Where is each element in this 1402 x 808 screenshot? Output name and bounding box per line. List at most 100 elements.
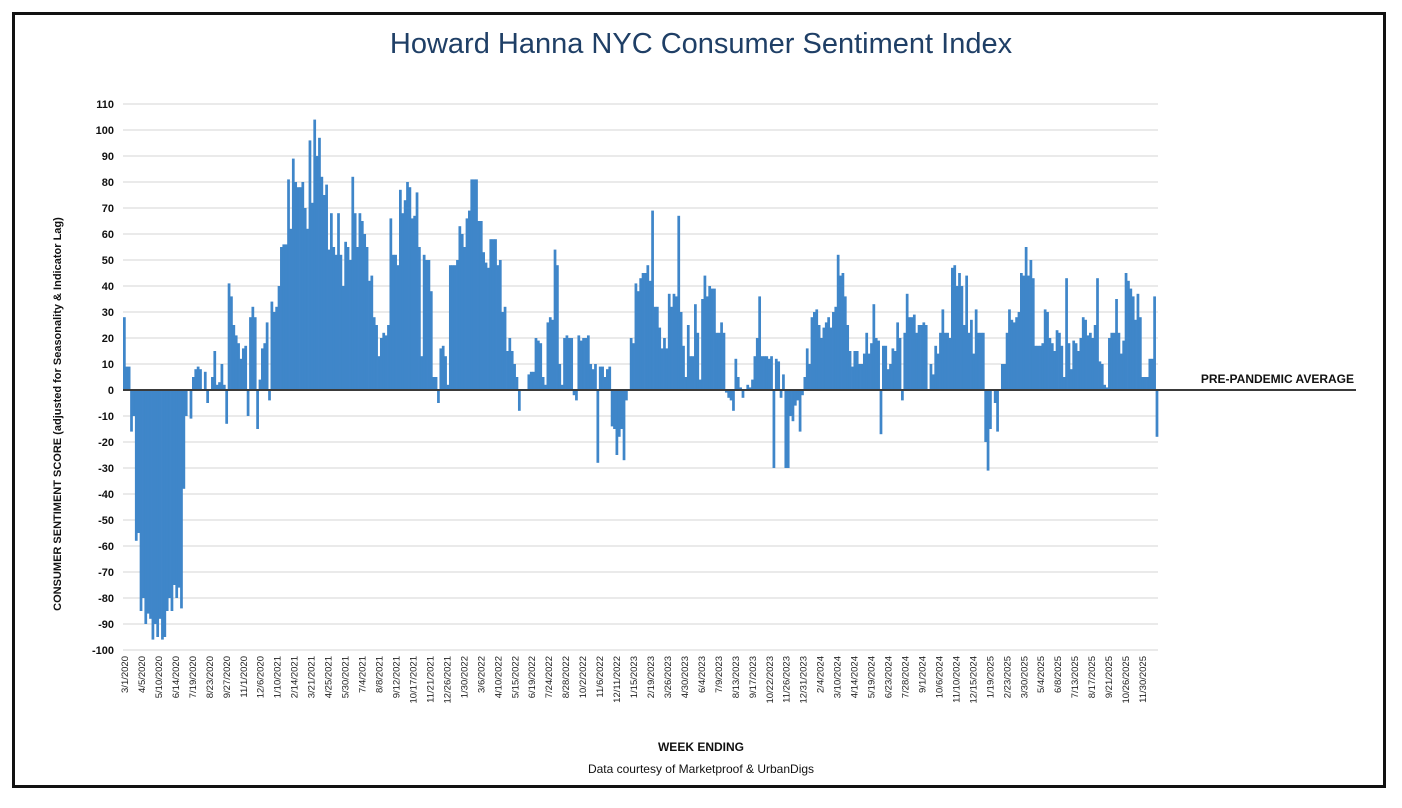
bar bbox=[667, 293, 671, 390]
bar bbox=[1072, 340, 1076, 390]
bar bbox=[153, 390, 157, 624]
bar bbox=[313, 119, 317, 390]
y-tick-label: 40 bbox=[102, 281, 114, 293]
bar bbox=[1134, 319, 1137, 390]
bar bbox=[970, 319, 973, 390]
bar bbox=[805, 348, 809, 390]
bar bbox=[817, 325, 821, 390]
bar bbox=[967, 332, 971, 390]
bar bbox=[506, 351, 509, 390]
x-tick-label: 5/15/2022 bbox=[510, 656, 521, 698]
bar bbox=[215, 384, 219, 390]
bar bbox=[306, 228, 309, 390]
bar bbox=[239, 358, 243, 390]
bar bbox=[170, 390, 174, 611]
x-tick-label: 8/28/2022 bbox=[561, 656, 572, 698]
bar bbox=[249, 317, 252, 390]
bar bbox=[1029, 260, 1033, 390]
bar bbox=[570, 338, 574, 390]
x-tick-label: 1/30/2022 bbox=[459, 656, 470, 698]
bar bbox=[1058, 332, 1061, 390]
bar bbox=[441, 345, 445, 390]
bar bbox=[767, 358, 771, 390]
bar bbox=[434, 377, 438, 390]
bar bbox=[194, 369, 198, 390]
bar bbox=[384, 335, 388, 390]
bar bbox=[874, 338, 878, 390]
bar bbox=[339, 254, 343, 390]
bar bbox=[287, 179, 290, 390]
bar bbox=[710, 288, 714, 390]
bar bbox=[860, 364, 864, 390]
bar bbox=[713, 288, 716, 390]
bar bbox=[265, 322, 269, 390]
bar bbox=[1091, 338, 1095, 390]
bar bbox=[965, 275, 969, 390]
x-tick-label: 8/23/2020 bbox=[205, 656, 216, 698]
bar bbox=[132, 390, 136, 416]
bar bbox=[163, 390, 167, 637]
bar bbox=[796, 390, 800, 401]
bar bbox=[575, 390, 578, 401]
bar bbox=[268, 390, 271, 401]
bar bbox=[658, 327, 662, 390]
bar bbox=[855, 351, 859, 390]
bar bbox=[760, 356, 764, 390]
bar bbox=[322, 195, 326, 390]
bar bbox=[1119, 353, 1123, 390]
bar bbox=[1110, 332, 1114, 390]
bar bbox=[615, 390, 619, 455]
x-tick-label: 10/17/2021 bbox=[408, 656, 419, 704]
bar bbox=[437, 390, 440, 403]
bar bbox=[270, 301, 274, 390]
bar bbox=[786, 390, 790, 468]
x-tick-label: 1/19/2025 bbox=[985, 656, 996, 698]
bar bbox=[701, 299, 704, 390]
bar bbox=[325, 184, 328, 390]
bar bbox=[284, 244, 288, 390]
bar bbox=[396, 265, 400, 390]
bar bbox=[301, 182, 305, 390]
bar bbox=[960, 286, 964, 390]
bar bbox=[622, 390, 626, 461]
bar bbox=[912, 314, 916, 390]
bar bbox=[299, 187, 302, 390]
bar bbox=[748, 387, 752, 390]
bar bbox=[886, 369, 890, 390]
bar bbox=[227, 283, 231, 390]
bar bbox=[989, 390, 992, 429]
x-tick-label: 8/8/2021 bbox=[375, 656, 386, 693]
bar bbox=[1122, 340, 1126, 390]
bar bbox=[289, 228, 293, 390]
bar bbox=[399, 189, 402, 390]
bar bbox=[315, 156, 319, 390]
bar bbox=[934, 345, 938, 390]
bar bbox=[977, 332, 980, 390]
bar bbox=[791, 390, 795, 422]
bar bbox=[686, 325, 690, 390]
x-tick-label: 11/1/2020 bbox=[239, 656, 250, 698]
bar bbox=[192, 377, 195, 390]
bar bbox=[732, 390, 735, 411]
bar bbox=[403, 200, 407, 390]
bar bbox=[327, 249, 331, 390]
bar bbox=[534, 338, 538, 390]
bar bbox=[360, 221, 364, 390]
y-tick-label: -20 bbox=[98, 437, 114, 449]
bar bbox=[1086, 335, 1090, 390]
bar bbox=[375, 325, 378, 390]
bar bbox=[532, 371, 535, 390]
bar bbox=[936, 353, 940, 390]
bar bbox=[872, 304, 876, 390]
bar bbox=[501, 312, 505, 390]
bar bbox=[915, 332, 919, 390]
y-tick-label: 50 bbox=[102, 255, 114, 267]
x-tick-label: 7/9/2023 bbox=[714, 656, 725, 693]
bar bbox=[946, 332, 949, 390]
bar bbox=[332, 247, 336, 390]
bar bbox=[1062, 377, 1066, 390]
bar bbox=[567, 338, 571, 390]
bar bbox=[620, 390, 624, 429]
bar bbox=[206, 390, 210, 403]
